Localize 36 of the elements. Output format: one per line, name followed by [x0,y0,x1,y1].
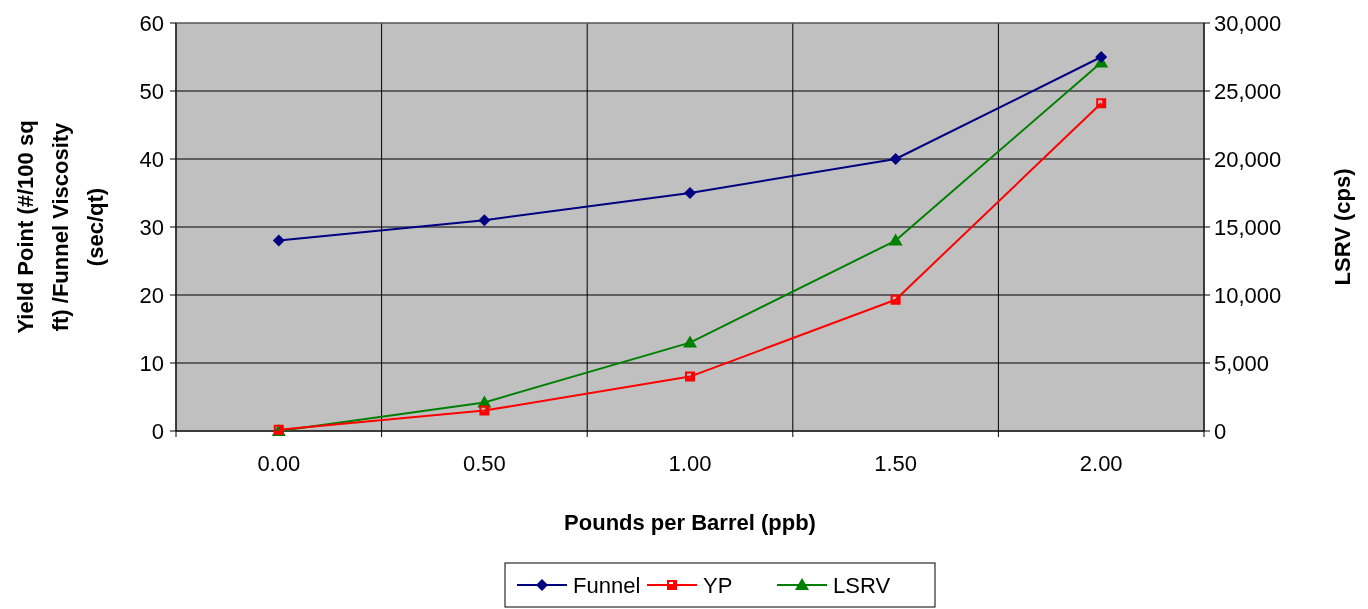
x-tick-label: 0.50 [462,451,506,476]
y-tick-label: 40 [139,146,164,172]
point [889,153,902,165]
y2-tick-label: 30,000 [1214,10,1282,36]
point [685,371,695,382]
y2-tick-label: 20,000 [1214,146,1282,172]
point [890,294,901,305]
x-tick-label: 1.00 [668,451,712,476]
point [888,233,903,246]
x-axis-title: Pounds per Barrel (ppb) [564,510,816,535]
x-tick-label: 1.50 [874,451,918,476]
point [479,405,490,416]
y-tick-label: 60 [139,10,164,36]
y-tick-label: 30 [139,214,164,240]
point [684,187,696,199]
y2-tick-label: 15,000 [1214,214,1282,240]
y2-tick-label: 5,000 [1214,350,1270,376]
point [683,335,697,348]
point [1096,98,1107,109]
y2-tick-label: 10,000 [1214,282,1282,308]
legend-label: YP [703,572,733,598]
y2-tick-label: 25,000 [1214,78,1282,104]
x-tick-label: 0.00 [257,451,301,476]
y2-tick-label: 0 [1214,418,1227,444]
x-tick-label: 2.00 [1079,451,1123,476]
y-tick-label: 0 [151,418,164,444]
legend-label: Funnel [573,572,641,598]
y2-axis-title: LSRV (cps) [1330,168,1355,286]
point [478,214,491,227]
point [1095,51,1108,63]
y-tick-label: 50 [139,78,164,104]
point [272,234,285,247]
y-axis-title: Yield Point (#/100 sq ft) /Funnel Viscosity (sec/qt) [13,120,108,334]
y-tick-label: 10 [139,350,164,376]
legend-label: LSRV [833,572,891,598]
y-tick-label: 20 [139,282,164,308]
